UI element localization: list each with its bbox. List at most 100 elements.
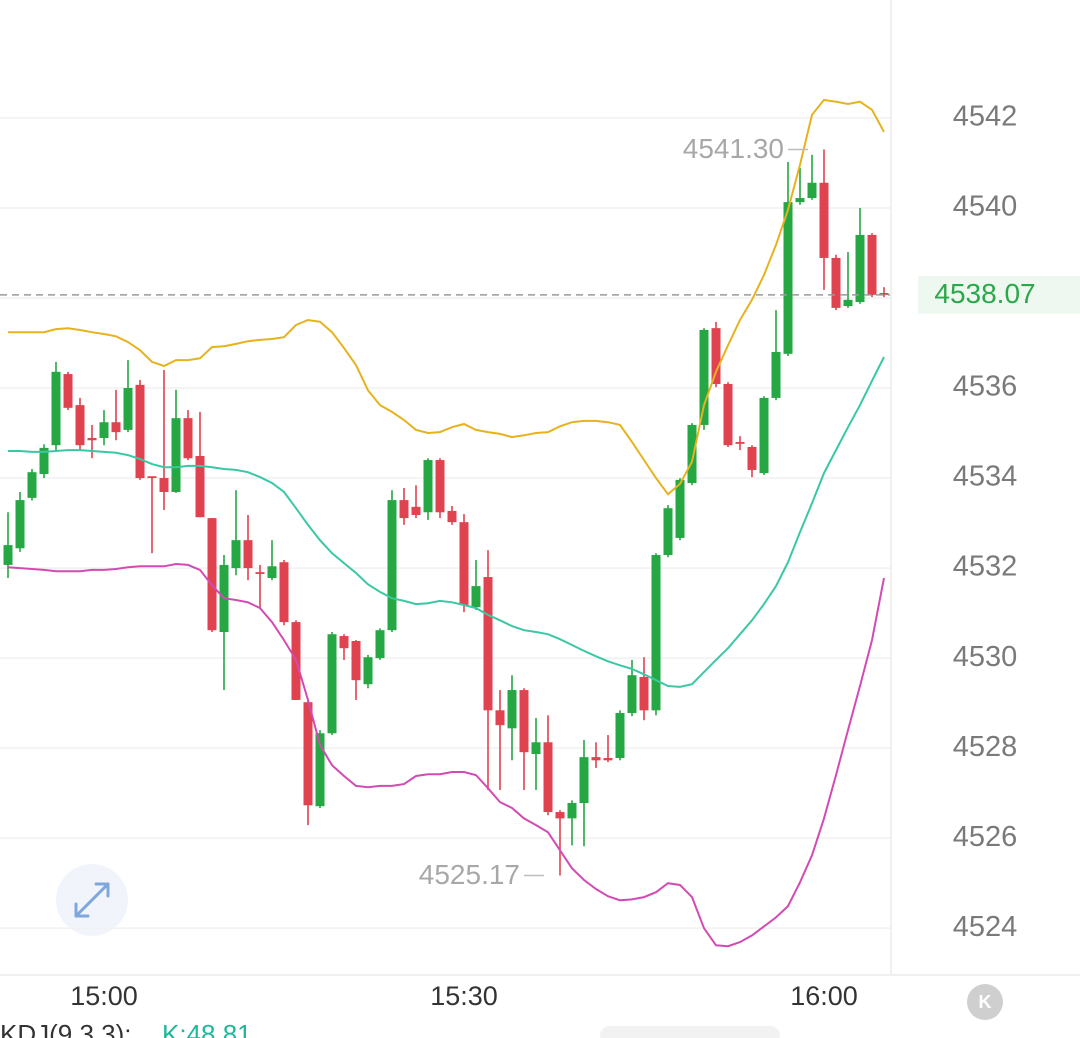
candle-body xyxy=(711,328,721,384)
candle xyxy=(555,810,565,876)
indicator-k: K:48.81 xyxy=(162,1019,252,1038)
candle-body xyxy=(651,555,661,711)
candle-body xyxy=(591,757,601,761)
candle xyxy=(831,254,841,311)
candle xyxy=(663,505,673,558)
candle-body xyxy=(183,418,193,459)
candle xyxy=(711,321,721,388)
candle-body xyxy=(483,577,493,711)
candle xyxy=(591,742,601,768)
candle xyxy=(603,735,613,763)
candle xyxy=(519,688,529,790)
candle-body xyxy=(75,405,85,446)
candle-body xyxy=(399,500,409,519)
candle xyxy=(795,167,805,205)
candle xyxy=(651,553,661,716)
candle-body xyxy=(867,234,877,295)
candle-body xyxy=(699,329,709,425)
y-tick-label: 4534 xyxy=(953,461,1018,493)
candle xyxy=(327,631,337,736)
candle-body xyxy=(759,397,769,474)
candle xyxy=(303,699,313,826)
expand-icon[interactable] xyxy=(74,882,110,918)
candle xyxy=(543,715,553,816)
candle xyxy=(243,514,253,581)
candle-body xyxy=(879,293,889,295)
candle xyxy=(807,154,817,200)
candle xyxy=(363,654,373,689)
kline-button-label[interactable]: K xyxy=(979,992,992,1012)
candle xyxy=(15,492,25,552)
candle-body xyxy=(783,202,793,354)
candle-body xyxy=(555,812,565,819)
candle xyxy=(759,396,769,475)
candle-body xyxy=(315,733,325,807)
candle-body xyxy=(411,506,421,515)
candle xyxy=(123,360,133,433)
candle xyxy=(531,717,541,790)
candle-body xyxy=(171,418,181,493)
candle-body xyxy=(255,572,265,574)
candle-body xyxy=(87,437,97,441)
candle-body xyxy=(639,677,649,711)
candle-body xyxy=(447,510,457,523)
kline-button-bg[interactable] xyxy=(967,984,1003,1020)
candle xyxy=(735,436,745,451)
candle xyxy=(447,505,457,525)
candle xyxy=(495,690,505,790)
candle-body xyxy=(99,422,109,438)
candle xyxy=(375,628,385,660)
x-tick-label: 15:00 xyxy=(70,981,138,1011)
candle xyxy=(351,640,361,700)
candle-body xyxy=(831,257,841,308)
x-tick-label: 15:30 xyxy=(430,981,498,1011)
candle xyxy=(771,310,781,401)
plot-area xyxy=(3,98,889,948)
candle xyxy=(111,389,121,441)
candle xyxy=(75,397,85,451)
candle xyxy=(783,162,793,357)
indicator-overlay xyxy=(600,1026,780,1038)
candle xyxy=(615,710,625,761)
candle-body xyxy=(15,500,25,549)
candle-body xyxy=(159,478,169,493)
candle-body xyxy=(351,640,361,681)
candle-body xyxy=(51,371,61,446)
kline-button[interactable]: K xyxy=(967,984,1003,1020)
candle-body xyxy=(195,455,205,518)
candle-body xyxy=(279,562,289,623)
candle-body xyxy=(435,460,445,513)
candle-body xyxy=(735,442,745,444)
candle xyxy=(567,800,577,846)
candle-body xyxy=(615,713,625,759)
candle xyxy=(879,287,889,298)
candle-body xyxy=(303,702,313,806)
candle-body xyxy=(135,384,145,479)
candle-body xyxy=(39,447,49,474)
candle xyxy=(423,458,433,520)
band-line xyxy=(7,562,885,948)
candle xyxy=(687,423,697,486)
candle xyxy=(867,233,877,298)
candle-body xyxy=(27,472,37,498)
annotation-label: 4541.30 xyxy=(683,133,784,164)
y-tick-label: 4530 xyxy=(953,641,1018,673)
last-price-label: 4538.07 xyxy=(934,278,1035,309)
expand-button[interactable] xyxy=(56,864,128,936)
candle-body xyxy=(375,630,385,659)
candle-body xyxy=(459,522,469,605)
candle xyxy=(207,518,217,632)
band-line xyxy=(8,356,885,688)
candle-body xyxy=(495,710,505,726)
candle-body xyxy=(627,675,637,714)
candle xyxy=(435,458,445,519)
candle-body xyxy=(363,657,373,685)
y-tick-label: 4542 xyxy=(953,101,1018,133)
candle xyxy=(135,379,145,480)
candle-body xyxy=(543,742,553,813)
candle xyxy=(159,370,169,511)
candle-body xyxy=(687,424,697,483)
candle xyxy=(507,675,517,761)
y-tick-label: 4526 xyxy=(953,821,1018,853)
indicator-name: KDJ(9,3,3): xyxy=(0,1019,132,1038)
